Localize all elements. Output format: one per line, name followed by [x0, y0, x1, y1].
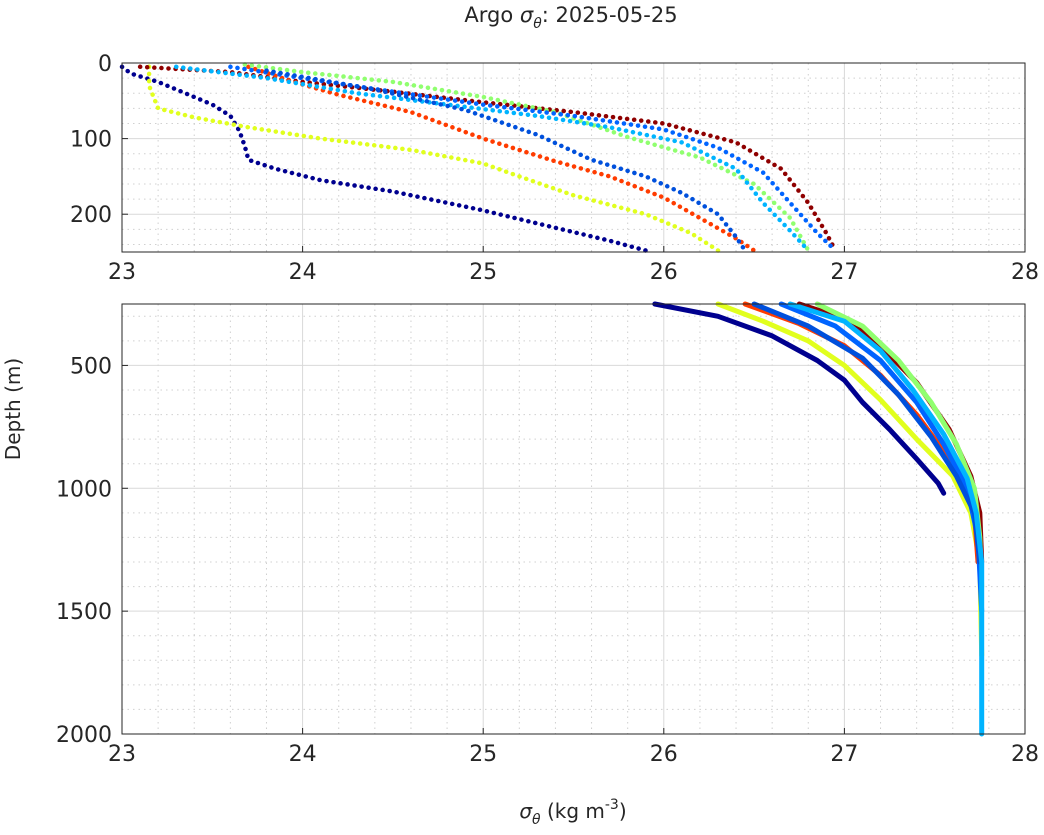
top-grid — [121, 62, 1026, 252]
x-tick-label: 25 — [469, 260, 497, 285]
x-axis-label: σθ (kg m-3) — [519, 797, 626, 828]
bottom-profile-series-0 — [652, 301, 947, 496]
x-tick-label: 27 — [830, 742, 858, 767]
y-tick-label: 2000 — [56, 723, 112, 748]
x-tick-label: 28 — [1011, 260, 1039, 285]
x-tick-label: 24 — [289, 260, 317, 285]
x-tick-label: 26 — [650, 742, 678, 767]
top-series-group — [119, 62, 838, 253]
x-tick-label: 27 — [830, 260, 858, 285]
x-tick-label: 28 — [1011, 742, 1039, 767]
bottom-profile-series-1 — [715, 301, 985, 658]
top-profile-series-2 — [137, 64, 838, 253]
x-tick-label: 23 — [108, 742, 136, 767]
bottom-tick-labels: 23 24 25 26 27 28 500 1000 1500 2000 — [56, 354, 1039, 767]
y-tick-label: 0 — [98, 52, 112, 77]
x-tick-label: 23 — [108, 260, 136, 285]
x-tick-label: 24 — [289, 742, 317, 767]
y-tick-label: 1000 — [56, 477, 112, 502]
top-axes-box — [121, 62, 1026, 253]
top-panel: 23 24 25 26 27 28 0 100 200 — [70, 52, 1039, 285]
bottom-profile-series-7 — [787, 301, 985, 737]
bottom-profile-series-6 — [751, 301, 983, 565]
bottom-series-group — [652, 301, 985, 737]
y-tick-label: 500 — [70, 354, 112, 379]
top-profile-series-3 — [246, 64, 757, 253]
y-tick-label: 1500 — [56, 600, 112, 625]
bottom-axes-box — [121, 303, 1026, 735]
bottom-panel: 23 24 25 26 27 28 500 1000 1500 2000 — [56, 301, 1039, 767]
top-tick-labels: 23 24 25 26 27 28 0 100 200 — [70, 52, 1039, 285]
x-tick-label: 25 — [469, 742, 497, 767]
y-tick-label: 100 — [70, 128, 112, 153]
y-tick-label: 200 — [70, 203, 112, 228]
y-axis-label: Depth (m) — [1, 358, 25, 460]
chart-title: Argo σθ: 2025-05-25 — [464, 3, 677, 32]
x-tick-label: 26 — [650, 260, 678, 285]
bottom-grid — [121, 304, 1026, 735]
top-profile-series-7 — [264, 68, 748, 253]
top-profile-series-0 — [119, 64, 648, 253]
top-profile-series-6 — [228, 64, 838, 253]
top-profile-series-5 — [173, 64, 811, 253]
top-profile-series-1 — [146, 64, 721, 253]
